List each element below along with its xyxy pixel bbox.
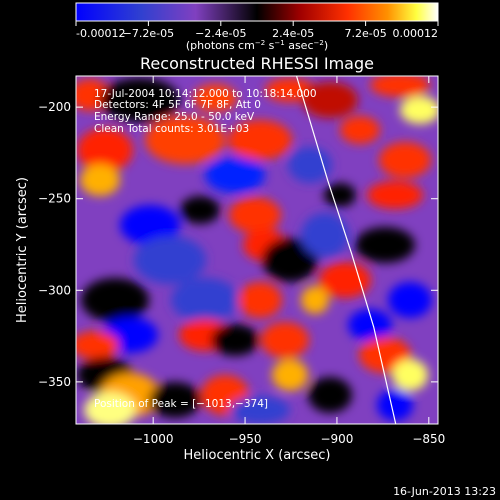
- heatmap-region: [348, 309, 392, 341]
- colorbar-tick-label: 0.00012: [393, 27, 439, 40]
- y-tick-label: −300: [38, 283, 71, 297]
- colorbar-tick-label: −2.4e-05: [195, 27, 246, 40]
- y-tick-label: −250: [38, 192, 71, 206]
- heatmap-region: [171, 278, 239, 322]
- heatmap-region: [149, 382, 201, 418]
- heatmap-region: [211, 324, 259, 356]
- heatmap-region: [145, 116, 225, 164]
- annotation-clean-counts: Clean Total counts: 3.01E+03: [94, 123, 249, 135]
- colorbar-gradient: [75, 2, 439, 22]
- annotation-detectors: Detectors: 4F 5F 6F 7F 8F, Att 0: [94, 99, 261, 111]
- colorbar-unit-label: (photons cm−2 s−1 asec−2): [186, 39, 328, 52]
- heatmap-region: [77, 128, 133, 172]
- x-tick-label: −950: [229, 432, 262, 446]
- heatmap-region: [228, 120, 292, 160]
- heatmap-region: [388, 282, 432, 318]
- heatmap-region: [319, 262, 371, 298]
- footer-timestamp: 16-Jun-2013 13:23: [393, 485, 496, 498]
- heatmap-region: [229, 197, 281, 233]
- heatmap-region: [355, 227, 415, 263]
- colorbar-tick-label: -0.00012: [76, 27, 125, 40]
- heatmap-region: [80, 164, 120, 196]
- y-axis-label: Heliocentric Y (arcsec): [15, 177, 30, 323]
- heatmap-region: [262, 238, 318, 282]
- heatmap-region: [340, 116, 380, 144]
- plot-frame: [75, 75, 439, 425]
- heatmap-region: [134, 236, 206, 284]
- chart-title: Reconstructed RHESSI Image: [140, 54, 374, 73]
- heatmap-region: [193, 84, 237, 112]
- y-tick-label: −200: [38, 100, 71, 114]
- x-tick-label: −1000: [133, 432, 174, 446]
- heatmap-region: [261, 322, 309, 358]
- heatmap-region: [377, 389, 413, 421]
- heatmap-region: [302, 82, 358, 118]
- solar-limb-line: [295, 76, 397, 424]
- plot-area: −1000 −950 −900 −850 −350 −300 −250 −200 17-Ju…: [38, 75, 445, 446]
- annotation-energy-range: Energy Range: 25.0 - 50.0 keV: [94, 111, 255, 123]
- x-tick-label: −900: [320, 432, 353, 446]
- heatmap-region: [301, 286, 329, 314]
- heatmap-region: [205, 157, 265, 193]
- x-tick-label: −850: [412, 432, 445, 446]
- colorbar-tick-label: −7.2e-05: [123, 27, 174, 40]
- heatmap-region: [76, 331, 119, 359]
- heatmap-region: [301, 213, 349, 257]
- heatmap-region: [81, 278, 149, 322]
- x-axis-label: Heliocentric X (arcsec): [184, 448, 331, 463]
- heatmap-region: [308, 377, 352, 413]
- heatmap-region: [379, 142, 431, 178]
- heatmap-region: [84, 392, 136, 424]
- annotation-time-range: 17-Jul-2004 10:14:12.000 to 10:18:14.000: [94, 88, 317, 100]
- heatmap-cells: [76, 76, 438, 424]
- heatmap-region: [100, 78, 180, 122]
- colorbar-tick-label: 7.2e-05: [344, 27, 386, 40]
- colorbar: -0.00012−7.2e-05 −2.4e-05 2.4e-05 7.2e-05 0.…: [75, 2, 439, 52]
- annotation-peak-position: Position of Peak = [−1013,−374]: [94, 398, 268, 410]
- colorbar-tick-label: 2.4e-05: [272, 27, 314, 40]
- heatmap-region: [324, 183, 356, 207]
- heatmap-region: [392, 359, 428, 391]
- heatmap-region: [180, 196, 220, 224]
- heatmap-region: [288, 147, 332, 183]
- heatmap-region: [238, 282, 282, 318]
- heatmap-region: [367, 181, 423, 209]
- heatmap-region: [120, 205, 180, 245]
- heatmap-region: [370, 76, 430, 97]
- heatmap-region: [400, 96, 438, 124]
- y-tick-label: −350: [38, 375, 71, 389]
- heatmap-region: [272, 359, 308, 391]
